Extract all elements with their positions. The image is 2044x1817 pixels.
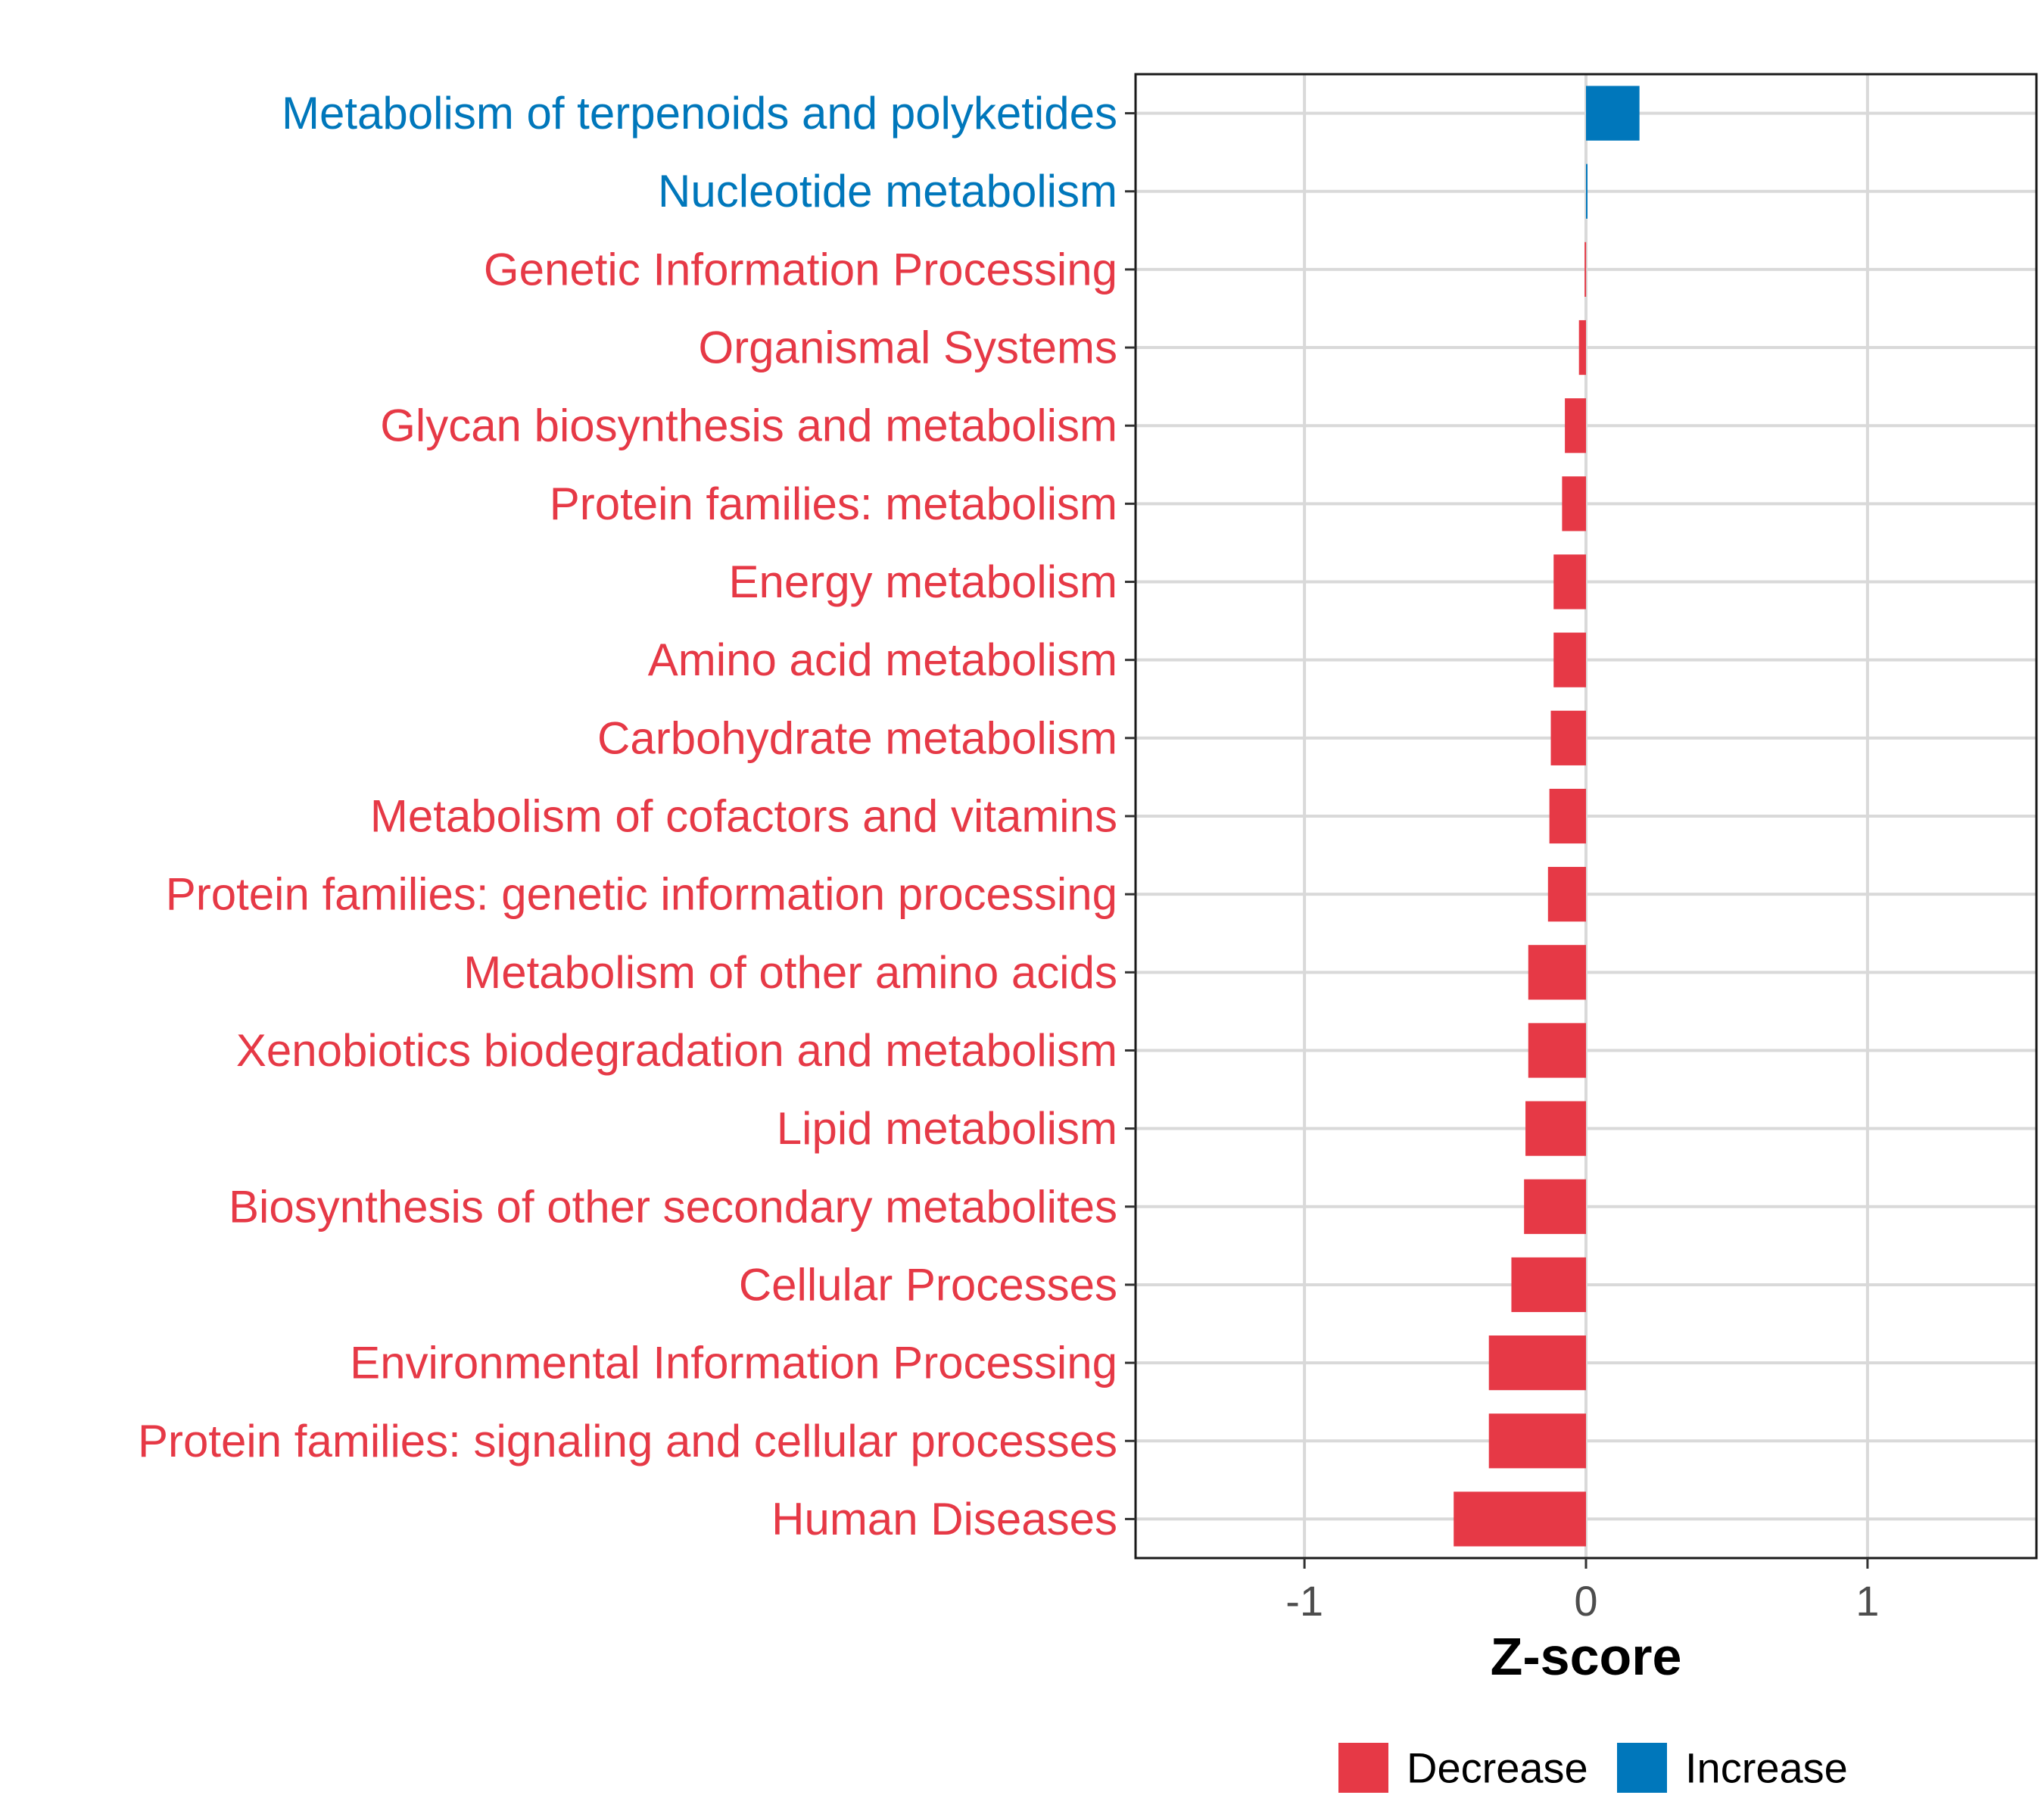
bar [1562,476,1586,531]
legend-label-increase: Increase [1685,1744,1848,1792]
bar [1488,1335,1586,1391]
bars [1454,86,1640,1547]
category-label: Carbohydrate metabolism [597,712,1117,763]
y-axis-ticks [1125,112,1136,1520]
category-label: Protein families: genetic information pr… [166,869,1117,920]
bar [1553,554,1586,609]
category-label: Biosynthesis of other secondary metaboli… [229,1181,1117,1232]
category-label: Glycan biosynthesis and metabolism [380,400,1117,451]
bar [1549,788,1586,844]
category-label: Metabolism of other amino acids [463,947,1117,998]
legend-key-increase [1617,1743,1667,1793]
category-label: Protein families: metabolism [550,478,1117,529]
category-label: Human Diseases [771,1494,1117,1544]
category-label: Nucleotide metabolism [658,166,1117,217]
bar [1488,1413,1586,1469]
legend-key-decrease [1338,1743,1388,1793]
x-axis-title: Z-score [1491,1627,1682,1686]
category-label: Genetic Information Processing [484,244,1117,295]
bar [1565,398,1586,453]
x-tick-label: 0 [1574,1577,1597,1625]
category-label: Environmental Information Processing [350,1338,1117,1388]
category-label: Metabolism of cofactors and vitamins [370,791,1117,842]
bar [1528,945,1586,1000]
bar [1524,1179,1586,1234]
bar [1547,867,1586,922]
category-label: Metabolism of terpenoids and polyketides [282,88,1117,139]
bar [1525,1101,1586,1156]
bar [1586,164,1588,219]
category-labels: Metabolism of terpenoids and polyketides… [138,88,1117,1544]
bar [1454,1491,1586,1547]
legend: Decrease Increase [1338,1743,1848,1793]
category-label: Xenobiotics biodegradation and metabolis… [236,1025,1117,1076]
category-label: Lipid metabolism [777,1103,1117,1154]
bar [1578,319,1586,376]
x-axis-ticks: -1 0 1 [1285,1558,1879,1625]
category-label: Energy metabolism [728,556,1117,607]
bar [1586,86,1640,141]
x-tick-label: 1 [1855,1577,1879,1625]
category-label: Protein families: signaling and cellular… [138,1416,1117,1466]
bar [1528,1023,1586,1078]
bar [1584,242,1587,297]
category-label: Organismal Systems [699,323,1117,373]
bar [1550,710,1586,765]
category-label: Amino acid metabolism [648,634,1117,685]
category-label: Cellular Processes [739,1259,1117,1310]
x-tick-label: -1 [1285,1577,1323,1625]
bar [1511,1257,1586,1313]
legend-label-decrease: Decrease [1407,1744,1588,1792]
bar [1553,632,1586,687]
